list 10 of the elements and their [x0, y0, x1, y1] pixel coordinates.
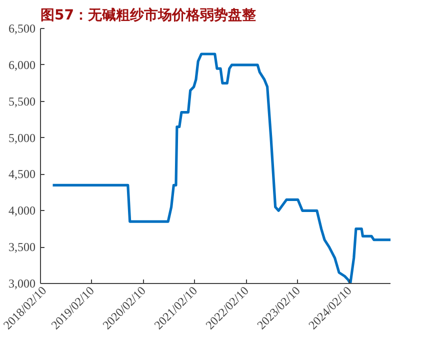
chart-title: 图57：无碱粗纱市场价格弱势盘整: [40, 6, 257, 24]
y-tick-label: 6,500: [8, 22, 36, 36]
y-tick-label: 5,500: [8, 94, 36, 108]
y-tick-label: 3,000: [8, 276, 36, 290]
line-series: [51, 52, 390, 284]
y-tick-label: 4,500: [8, 167, 36, 182]
y-tick-label: 5,000: [8, 130, 36, 145]
y-tick-label: 3,500: [8, 240, 36, 254]
y-tick-label: 6,000: [8, 58, 36, 72]
y-tick-label: 4,000: [8, 204, 36, 218]
